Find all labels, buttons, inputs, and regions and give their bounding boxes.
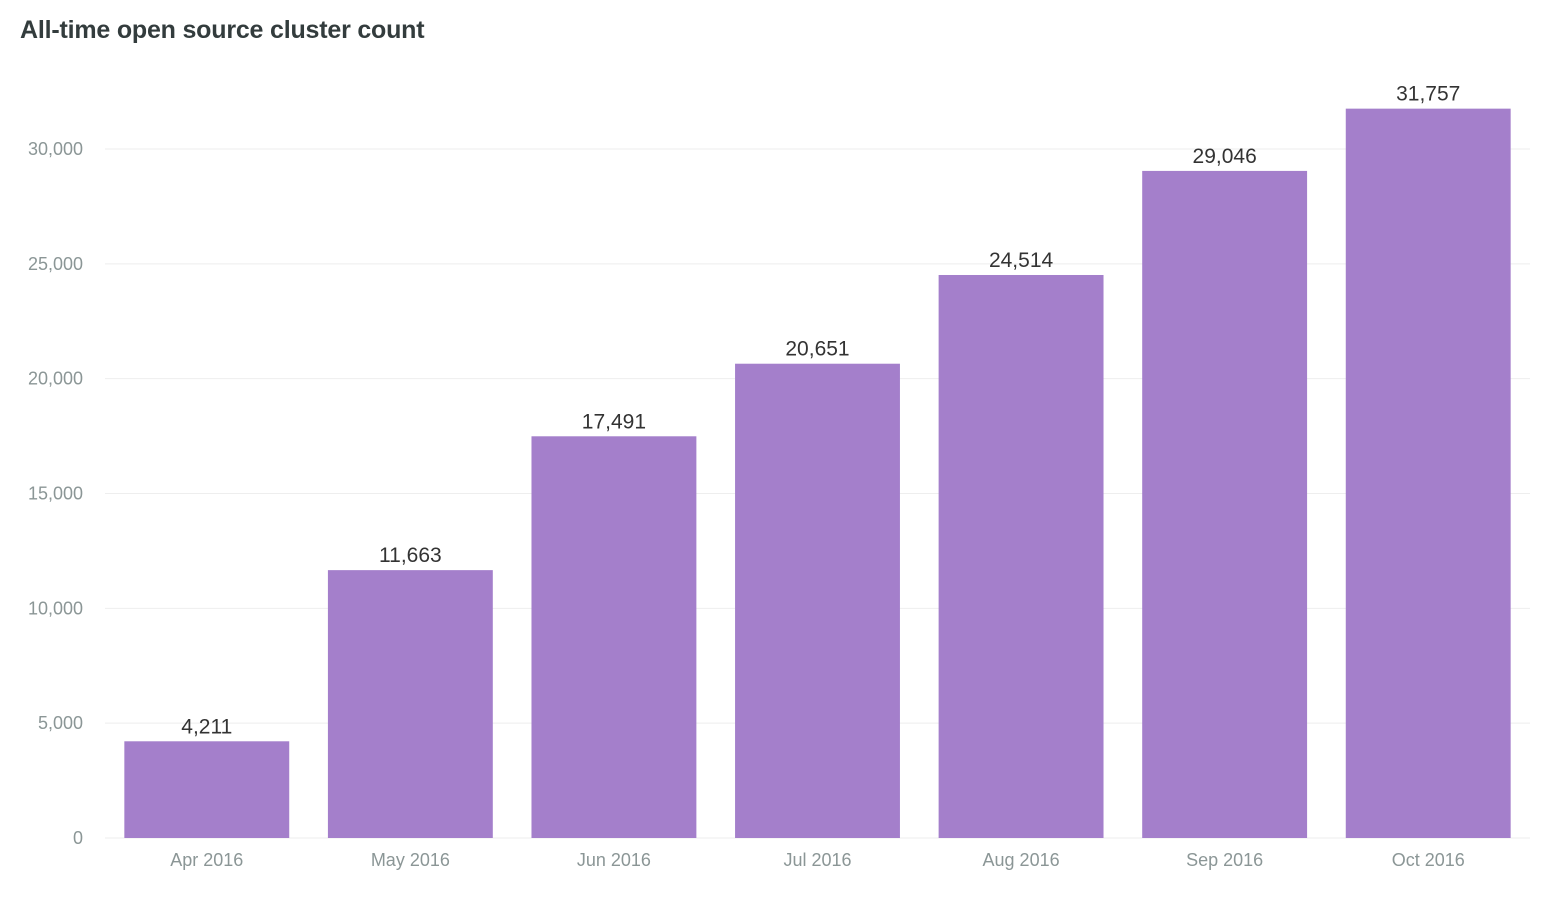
y-tick-label: 30,000 (28, 139, 83, 159)
y-tick-label: 20,000 (28, 369, 83, 389)
x-tick-label: May 2016 (371, 850, 450, 870)
bar-value-label: 31,757 (1396, 83, 1460, 106)
y-tick-label: 5,000 (38, 713, 83, 733)
bar-value-label: 11,663 (379, 544, 442, 567)
x-axis-ticks: Apr 2016 May 2016 Jun 2016 Jul 2016 Aug 2016… (170, 850, 1464, 870)
y-tick-label: 10,000 (28, 598, 83, 618)
bar-may-2016 (327, 570, 493, 838)
bar-value-label: 4,211 (181, 715, 232, 738)
bar-sep-2016 (1142, 170, 1308, 838)
y-tick-label: 25,000 (28, 254, 83, 274)
chart-title: All-time open source cluster count (20, 16, 425, 44)
bar-oct-2016 (1345, 108, 1511, 838)
x-tick-label: Jul 2016 (783, 850, 851, 870)
bar-value-label: 20,651 (785, 338, 849, 361)
x-tick-label: Apr 2016 (170, 850, 243, 870)
value-labels: 4,211 11,663 17,491 20,651 24,514 29,046 31,75… (181, 83, 1460, 739)
x-tick-label: Aug 2016 (983, 850, 1060, 870)
y-tick-label: 15,000 (28, 484, 83, 504)
bar-jul-2016 (735, 363, 900, 838)
bar-aug-2016 (938, 274, 1104, 839)
x-tick-label: Sep 2016 (1186, 850, 1263, 870)
y-tick-label: 0 (73, 828, 83, 848)
x-tick-label: Jun 2016 (577, 850, 651, 870)
bar-value-label: 24,514 (989, 249, 1054, 272)
bar-apr-2016 (124, 741, 290, 838)
bar-value-label: 17,491 (582, 410, 646, 433)
bars (124, 108, 1511, 839)
y-axis-ticks: 0 5,000 10,000 15,000 20,000 25,000 30,000 (28, 139, 83, 848)
bar-jun-2016 (531, 436, 697, 838)
bar-value-label: 29,046 (1193, 145, 1257, 168)
x-tick-label: Oct 2016 (1392, 850, 1465, 870)
